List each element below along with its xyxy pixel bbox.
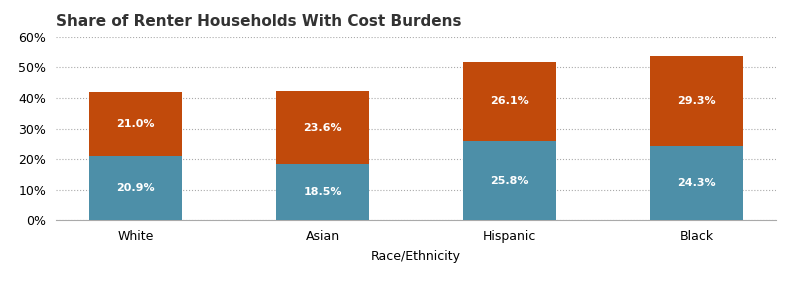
Text: 23.6%: 23.6%	[303, 123, 342, 132]
Bar	[650, 56, 743, 146]
Bar	[462, 141, 556, 220]
X-axis label: Race/Ethnicity: Race/Ethnicity	[371, 250, 461, 263]
Text: 18.5%: 18.5%	[303, 187, 342, 197]
Text: 29.3%: 29.3%	[678, 96, 716, 106]
Text: 20.9%: 20.9%	[116, 183, 154, 193]
Text: 21.0%: 21.0%	[116, 119, 154, 129]
Bar	[89, 156, 182, 220]
Bar	[462, 62, 556, 141]
Bar	[650, 146, 743, 220]
Text: 25.8%: 25.8%	[490, 176, 529, 186]
Text: 24.3%: 24.3%	[678, 178, 716, 188]
Text: Share of Renter Households With Cost Burdens: Share of Renter Households With Cost Bur…	[56, 13, 462, 28]
Bar	[276, 164, 370, 220]
Bar	[89, 92, 182, 156]
Bar	[276, 91, 370, 164]
Text: 26.1%: 26.1%	[490, 96, 529, 106]
